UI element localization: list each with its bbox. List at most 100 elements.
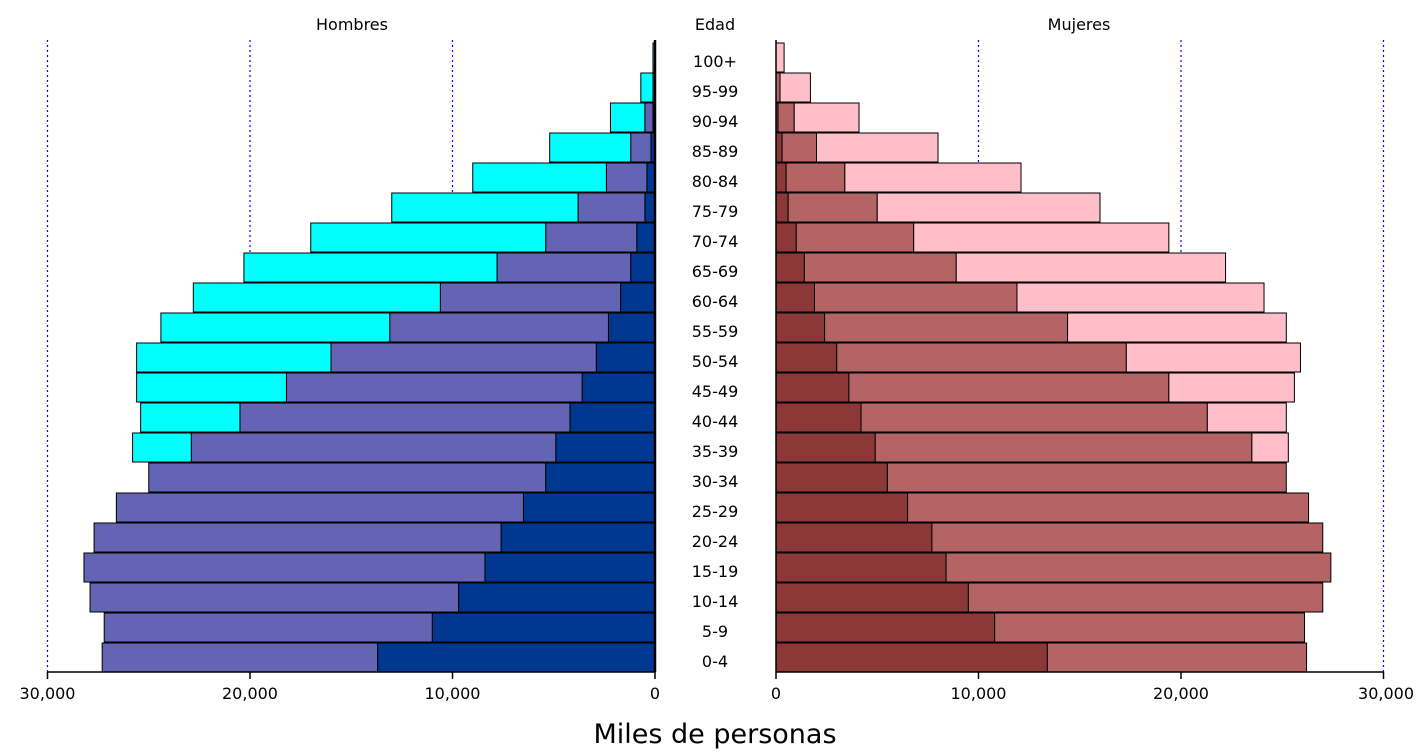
tick-label-left-1: 20,000 — [222, 684, 278, 703]
bar-left-20-24-s1 — [500, 522, 656, 553]
tick-label-left-0: 30,000 — [20, 684, 76, 703]
bar-right-5-9-s2 — [994, 612, 1306, 643]
bar-right-85-89-s3 — [816, 132, 939, 163]
bar-left-75-79-s1 — [644, 192, 656, 223]
bar-right-15-19-s2 — [945, 552, 1332, 583]
age-label-65-69: 65-69 — [692, 262, 739, 281]
age-label-40-44: 40-44 — [692, 412, 739, 431]
age-labels: 0-4 5-9 10-14 15-19 20-24 25-29 30-34 35-39 40-4… — [692, 52, 739, 671]
bar-right-45-49-s1 — [775, 372, 850, 403]
bar-right-55-59-s2 — [824, 312, 1069, 343]
bar-right-50-54-s2 — [836, 342, 1127, 373]
bar-right-65-69-s3 — [955, 252, 1227, 283]
age-label-25-29: 25-29 — [692, 502, 739, 521]
bars — [83, 42, 1332, 673]
bar-left-0-4-s1 — [377, 642, 656, 673]
bar-right-60-64-s3 — [1016, 282, 1265, 313]
bar-right-35-39-s1 — [775, 432, 876, 463]
age-label-70-74: 70-74 — [692, 232, 739, 251]
bar-left-40-44-s1 — [569, 402, 656, 433]
bar-left-20-24-s2 — [93, 522, 502, 553]
tick-labels: 30,000 20,000 10,000 0 0 10,000 20,000 30,000 — [20, 684, 1414, 703]
bar-left-60-64-s2 — [439, 282, 622, 313]
bar-right-60-64-s2 — [813, 282, 1018, 313]
bar-right-45-49-s3 — [1168, 372, 1295, 403]
bar-left-50-54-s1 — [595, 342, 656, 373]
header-center: Edad — [695, 15, 735, 34]
bar-left-80-84-s2 — [605, 162, 648, 193]
bar-right-35-39-s2 — [874, 432, 1253, 463]
tick-label-left-3: 0 — [650, 684, 660, 703]
bar-left-10-14-s1 — [458, 582, 656, 613]
age-label-80-84: 80-84 — [692, 172, 739, 191]
age-label-45-49: 45-49 — [692, 382, 739, 401]
bar-left-75-79-s3 — [391, 192, 579, 223]
bar-left-25-29-s1 — [522, 492, 656, 523]
tick-label-right-0: 0 — [771, 684, 781, 703]
x-axis-title: Miles de personas — [593, 719, 836, 750]
bar-right-55-59-s1 — [775, 312, 826, 343]
bar-left-45-49-s3 — [136, 372, 287, 403]
bar-left-85-89-s2 — [630, 132, 652, 163]
bar-left-70-74-s2 — [545, 222, 638, 253]
bar-left-0-4-s2 — [101, 642, 379, 673]
bar-right-40-44-s2 — [860, 402, 1208, 433]
age-label-60-64: 60-64 — [692, 292, 739, 311]
bar-right-80-84-s2 — [785, 162, 846, 193]
age-label-30-34: 30-34 — [692, 472, 739, 491]
bar-left-55-59-s1 — [607, 312, 656, 343]
bar-left-70-74-s3 — [310, 222, 547, 253]
bar-right-10-14-s2 — [967, 582, 1324, 613]
bar-right-0-4-s1 — [775, 642, 1048, 673]
bar-left-30-34-s2 — [148, 462, 547, 493]
bar-left-15-19-s1 — [484, 552, 656, 583]
bar-right-85-89-s2 — [781, 132, 818, 163]
bar-left-60-64-s3 — [192, 282, 441, 313]
tick-label-right-2: 20,000 — [1153, 684, 1209, 703]
bar-right-70-74-s2 — [795, 222, 915, 253]
bar-right-45-49-s2 — [848, 372, 1170, 403]
bar-right-75-79-s2 — [787, 192, 878, 223]
bar-left-65-69-s2 — [496, 252, 632, 283]
age-label-90-94: 90-94 — [692, 112, 739, 131]
age-label-0-4: 0-4 — [702, 652, 728, 671]
bar-right-50-54-s1 — [775, 342, 838, 373]
bar-right-40-44-s1 — [775, 402, 862, 433]
bar-right-70-74-s3 — [913, 222, 1170, 253]
bar-right-75-79-s1 — [775, 192, 789, 223]
age-label-75-79: 75-79 — [692, 202, 739, 221]
bar-left-40-44-s3 — [140, 402, 241, 433]
bar-right-30-34-s1 — [775, 462, 888, 493]
bar-right-25-29-s1 — [775, 492, 909, 523]
bar-right-80-84-s3 — [844, 162, 1022, 193]
bar-right-65-69-s2 — [803, 252, 957, 283]
age-label-55-59: 55-59 — [692, 322, 739, 341]
bar-right-70-74-s1 — [775, 222, 797, 253]
bar-left-50-54-s3 — [136, 342, 332, 373]
bar-left-65-69-s1 — [630, 252, 656, 283]
bar-right-90-94-s3 — [793, 102, 860, 133]
bar-left-5-9-s1 — [431, 612, 656, 643]
age-label-100+: 100+ — [693, 52, 737, 71]
age-label-35-39: 35-39 — [692, 442, 739, 461]
bar-right-85-89-s1 — [775, 132, 783, 163]
bar-right-15-19-s1 — [775, 552, 947, 583]
bar-left-75-79-s2 — [577, 192, 646, 223]
bar-right-55-59-s3 — [1067, 312, 1287, 343]
age-label-95-99: 95-99 — [692, 82, 739, 101]
bar-left-10-14-s2 — [89, 582, 460, 613]
age-label-50-54: 50-54 — [692, 352, 739, 371]
bar-left-50-54-s2 — [330, 342, 597, 373]
bar-left-5-9-s2 — [103, 612, 433, 643]
bar-right-50-54-s3 — [1125, 342, 1301, 373]
bar-left-45-49-s1 — [581, 372, 656, 403]
bar-left-80-84-s3 — [472, 162, 607, 193]
bar-right-5-9-s1 — [775, 612, 996, 643]
bar-right-100+-s3 — [775, 42, 785, 73]
bar-right-80-84-s1 — [775, 162, 787, 193]
bar-right-90-94-s2 — [777, 102, 795, 133]
bar-left-90-94-s2 — [644, 102, 654, 133]
bar-left-55-59-s2 — [389, 312, 609, 343]
bar-right-60-64-s1 — [775, 282, 815, 313]
